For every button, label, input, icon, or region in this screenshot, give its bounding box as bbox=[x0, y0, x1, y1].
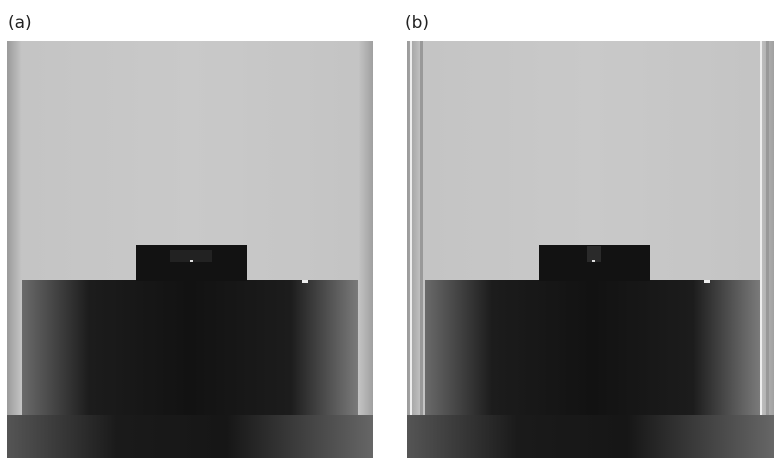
spot bbox=[704, 280, 710, 283]
spot bbox=[190, 260, 193, 262]
spot bbox=[302, 280, 308, 283]
panel-label: (b) bbox=[405, 13, 429, 33]
base bbox=[7, 415, 373, 458]
edge-line bbox=[410, 41, 412, 415]
bump-detail bbox=[587, 246, 601, 262]
edge-line bbox=[766, 41, 769, 415]
panel-label: (a) bbox=[8, 13, 32, 33]
edge-line bbox=[760, 41, 762, 415]
dark-region bbox=[22, 280, 358, 415]
base bbox=[407, 415, 774, 458]
edge-line bbox=[420, 41, 423, 415]
panel-b bbox=[407, 41, 774, 458]
panel-a bbox=[7, 41, 373, 458]
spot bbox=[592, 260, 595, 262]
figure: (a) (b) bbox=[0, 0, 774, 458]
dark-region bbox=[425, 280, 760, 415]
